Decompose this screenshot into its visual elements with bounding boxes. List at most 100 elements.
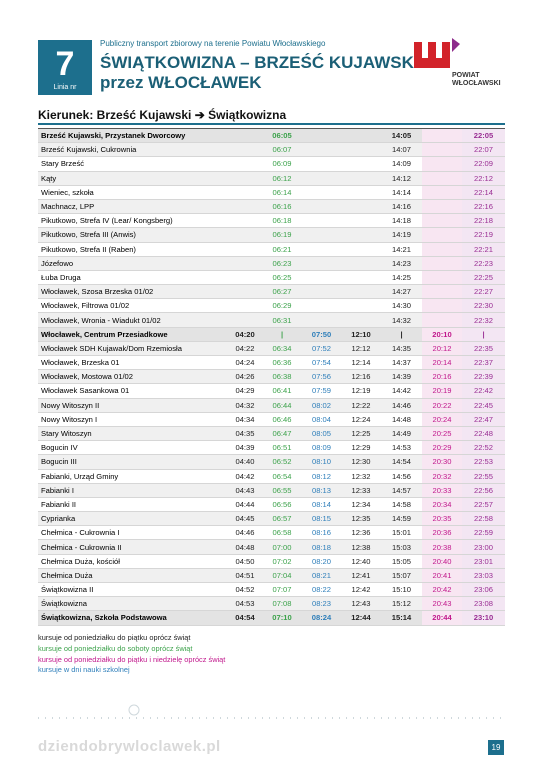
timetable: Brześć Kujawski, Przystanek Dworcowy 06:0… — [38, 127, 505, 626]
departure-time: 07:59 — [302, 383, 341, 399]
departure-time: 14:48 — [381, 412, 422, 427]
stop-name: Fabianki I — [38, 483, 228, 498]
stop-name: Machnacz, LPP — [38, 199, 228, 215]
departure-time: 04:40 — [228, 454, 262, 470]
stop-name: Chełmica - Cukrownia II — [38, 539, 228, 555]
departure-time: 14:25 — [381, 270, 422, 286]
departure-time: 06:46 — [262, 412, 302, 427]
departure-time: 12:10 — [341, 327, 381, 342]
departure-time: 07:10 — [262, 610, 302, 626]
departure-time — [422, 199, 462, 215]
departure-time: 04:52 — [228, 582, 262, 598]
departure-time: 22:58 — [462, 511, 505, 527]
departure-time: 08:22 — [302, 582, 341, 598]
row: Machnacz, LPP 06:16 14:16 22:16 — [38, 199, 505, 215]
departure-time — [422, 171, 462, 186]
departure-time: 06:16 — [262, 199, 302, 215]
departure-time — [302, 298, 341, 314]
departure-time: 08:14 — [302, 497, 341, 513]
departure-time: 20:34 — [422, 497, 462, 513]
departure-time — [422, 213, 462, 229]
departure-time: 12:33 — [341, 483, 381, 498]
departure-time: 23:00 — [462, 539, 505, 555]
row: Pikutkowo, Strefa IV (Lear/ Kongsberg) 06… — [38, 213, 505, 229]
departure-time: 20:43 — [422, 596, 462, 612]
row: Bogucin IV 04:39 06:51 08:09 12:29 14:53 20:29… — [38, 440, 505, 456]
departure-time: 14:09 — [381, 156, 422, 172]
departure-time: 12:41 — [341, 568, 381, 584]
departure-time — [341, 213, 381, 229]
departure-time — [422, 156, 462, 172]
departure-time: 20:33 — [422, 483, 462, 498]
departure-time — [302, 171, 341, 186]
row: Brześć Kujawski, Przystanek Dworcowy 06:0… — [38, 127, 505, 144]
departure-time: 14:27 — [381, 284, 422, 300]
departure-time: 20:16 — [422, 369, 462, 385]
departure-time: 07:56 — [302, 369, 341, 385]
departure-time: 12:42 — [341, 582, 381, 598]
departure-time — [341, 171, 381, 186]
departure-time — [341, 127, 381, 144]
row: Świątkowizna II 04:52 07:07 08:22 12:42 15:10… — [38, 582, 505, 598]
row: Bogucin III 04:40 06:52 08:10 12:30 14:54 20:3… — [38, 454, 505, 470]
departure-time: 04:44 — [228, 497, 262, 513]
departure-time: 14:14 — [381, 185, 422, 200]
departure-time — [422, 127, 462, 144]
departure-time: 08:20 — [302, 554, 341, 569]
logo — [414, 38, 460, 68]
departure-time: 07:00 — [262, 539, 302, 555]
departure-time: 06:54 — [262, 469, 302, 484]
departure-time: 08:12 — [302, 469, 341, 484]
departure-time — [341, 256, 381, 271]
stop-name: Nowy Witoszyn II — [38, 398, 228, 413]
row: Stary Witoszyn 04:35 06:47 08:05 12:25 14:49 2… — [38, 426, 505, 442]
row: Świątkowizna, Szkoła Podstawowa 04:54 07:1… — [38, 610, 505, 626]
departure-time: 22:55 — [462, 469, 505, 484]
departure-time: 14:35 — [381, 341, 422, 357]
departure-time: 06:55 — [262, 483, 302, 498]
row: Chełmica - Cukrownia II 04:48 07:00 08:18 12… — [38, 539, 505, 555]
departure-time: 04:46 — [228, 525, 262, 541]
departure-time: 12:30 — [341, 454, 381, 470]
departure-time: 06:05 — [262, 127, 302, 144]
departure-time: 12:19 — [341, 383, 381, 399]
departure-time: 04:54 — [228, 610, 262, 626]
departure-time: 12:44 — [341, 610, 381, 626]
departure-time — [341, 185, 381, 200]
departure-time: 20:14 — [422, 355, 462, 371]
departure-time: 08:10 — [302, 454, 341, 470]
departure-time: 08:05 — [302, 426, 341, 442]
departure-time: 23:01 — [462, 554, 505, 569]
departure-time: 04:35 — [228, 426, 262, 442]
departure-time — [341, 298, 381, 314]
departure-time: 12:29 — [341, 440, 381, 456]
departure-time: 12:40 — [341, 554, 381, 569]
stop-name: Bogucin IV — [38, 440, 228, 456]
departure-time — [228, 284, 262, 300]
stop-name: Fabianki II — [38, 497, 228, 513]
departure-time: 06:38 — [262, 369, 302, 385]
departure-time: 22:37 — [462, 355, 505, 371]
departure-time: 23:08 — [462, 596, 505, 612]
row: Józefowo 06:23 14:23 22:23 — [38, 256, 505, 271]
departure-time: 20:38 — [422, 539, 462, 555]
row: Włocławek, Szosa Brzeska 01/02 06:27 14:27… — [38, 284, 505, 300]
departure-time: 14:07 — [381, 142, 422, 158]
stop-name: Włocławek Sasankowa 01 — [38, 383, 228, 399]
stop-name: Józefowo — [38, 256, 228, 271]
departure-time: 20:19 — [422, 383, 462, 399]
departure-time: 22:27 — [462, 284, 505, 300]
departure-time: 23:10 — [462, 610, 505, 626]
row: Chełmica - Cukrownia I 04:46 06:58 08:16 12:… — [38, 525, 505, 541]
departure-time: 14:30 — [381, 298, 422, 314]
departure-time: 06:19 — [262, 227, 302, 243]
direction: Kierunek: Brześć Kujawski ➔ Świątkowizna — [38, 108, 287, 122]
departure-time: 04:34 — [228, 412, 262, 427]
departure-time: 12:43 — [341, 596, 381, 612]
departure-time: 22:18 — [462, 213, 505, 229]
departure-time — [302, 270, 341, 286]
departure-time: 06:31 — [262, 312, 302, 328]
departure-time: 12:34 — [341, 497, 381, 513]
departure-time: 20:42 — [422, 582, 462, 598]
